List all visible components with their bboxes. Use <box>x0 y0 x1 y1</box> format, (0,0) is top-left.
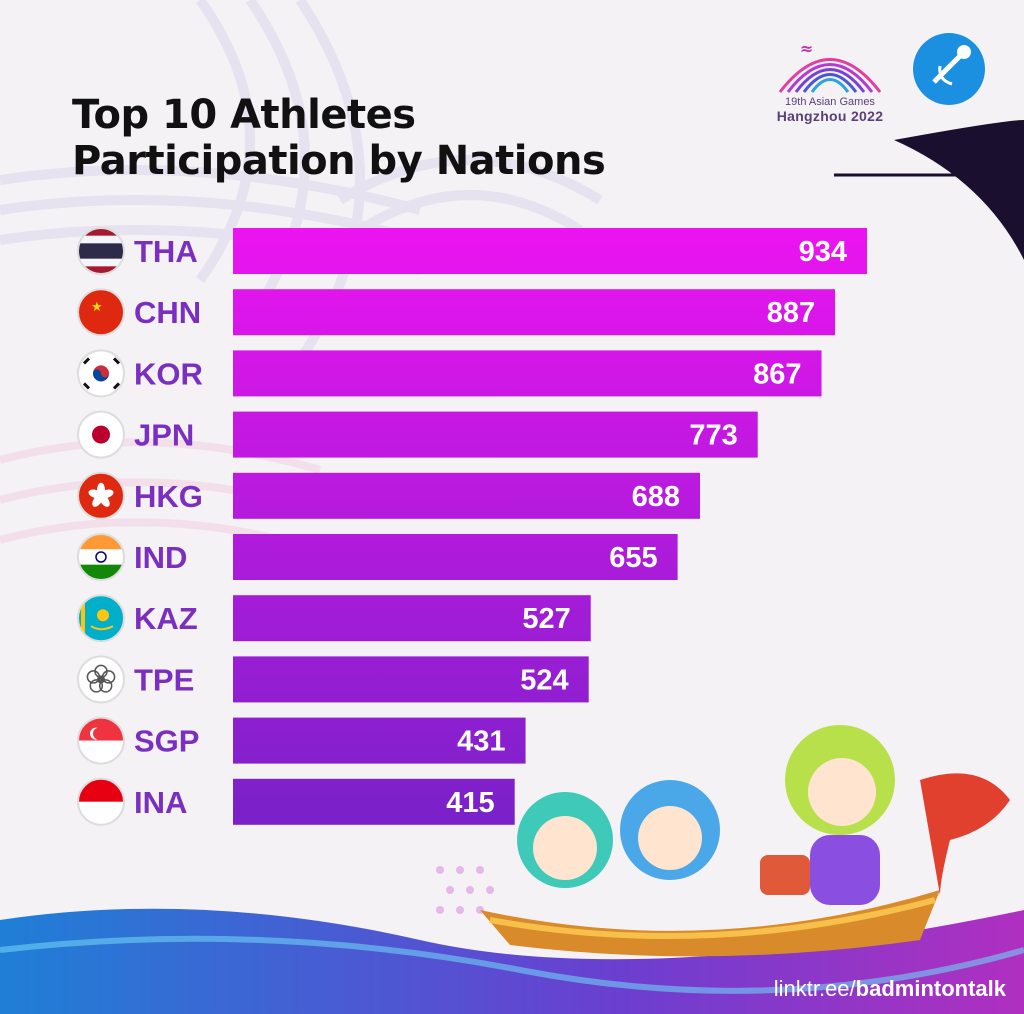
value-label: 773 <box>689 420 737 452</box>
footer-link-handle: badmintontalk <box>855 976 1006 1001</box>
category-label: IND <box>134 540 187 575</box>
category-label: THA <box>134 234 198 269</box>
category-label: KOR <box>134 356 203 391</box>
bar-kor <box>233 350 822 397</box>
china-flag-icon: ★ <box>77 288 125 337</box>
singapore-flag-icon <box>77 716 125 765</box>
bar-ina <box>233 778 515 825</box>
value-label: 887 <box>767 297 815 329</box>
footer-wave <box>0 908 1024 1014</box>
category-label: JPN <box>134 418 194 453</box>
chart-title-line2: Participation by Nations <box>72 138 606 184</box>
asian-games-logo: ≈ <box>778 39 882 93</box>
value-label: 655 <box>609 542 657 574</box>
indonesia-flag-icon <box>77 777 125 826</box>
category-label: HKG <box>134 479 203 514</box>
category-label: INA <box>134 785 187 820</box>
svg-text:≈: ≈ <box>800 39 813 58</box>
value-label: 415 <box>446 787 494 819</box>
korea-flag-icon <box>77 349 125 398</box>
value-label: 867 <box>753 358 801 390</box>
hong-kong-flag-icon <box>77 471 125 520</box>
bar-sgp <box>233 717 526 764</box>
chart-title: Top 10 Athletes Participation by Nations <box>72 92 606 184</box>
value-label: 934 <box>799 236 847 268</box>
thailand-flag-icon <box>77 227 125 275</box>
japan-flag-icon <box>77 410 125 459</box>
value-label: 527 <box>522 603 570 635</box>
bar-chn <box>233 289 836 336</box>
category-label: CHN <box>134 295 201 330</box>
logo-line2: Hangzhou 2022 <box>776 108 884 124</box>
brand-badge-icon <box>913 33 985 105</box>
logo-text: 19th Asian Games Hangzhou 2022 <box>760 96 900 124</box>
value-label: 688 <box>632 481 680 513</box>
bar-jpn <box>233 411 758 458</box>
category-label: TPE <box>134 662 194 697</box>
bar-tha <box>233 228 867 274</box>
footer-link-prefix: linktr.ee/ <box>773 976 856 1001</box>
bar-hkg <box>233 472 701 519</box>
corner-decoration <box>834 120 1024 260</box>
chart-title-line1: Top 10 Athletes <box>72 92 416 138</box>
value-label: 524 <box>520 664 568 696</box>
value-label: 431 <box>457 726 505 758</box>
svg-text:★: ★ <box>91 300 103 315</box>
category-label: KAZ <box>134 601 198 636</box>
mascots-dragon-boat <box>436 725 1010 957</box>
india-flag-icon <box>77 533 125 581</box>
bar-ind <box>233 534 678 580</box>
footer-link[interactable]: linktr.ee/badmintontalk <box>774 976 1006 1002</box>
kazakhstan-flag-icon <box>77 594 125 643</box>
category-label: SGP <box>134 724 199 759</box>
bar-kaz <box>233 595 591 642</box>
chinese-taipei-flag-icon <box>77 655 125 704</box>
bar-tpe <box>233 656 589 703</box>
logo-line1: 19th Asian Games <box>785 96 875 108</box>
